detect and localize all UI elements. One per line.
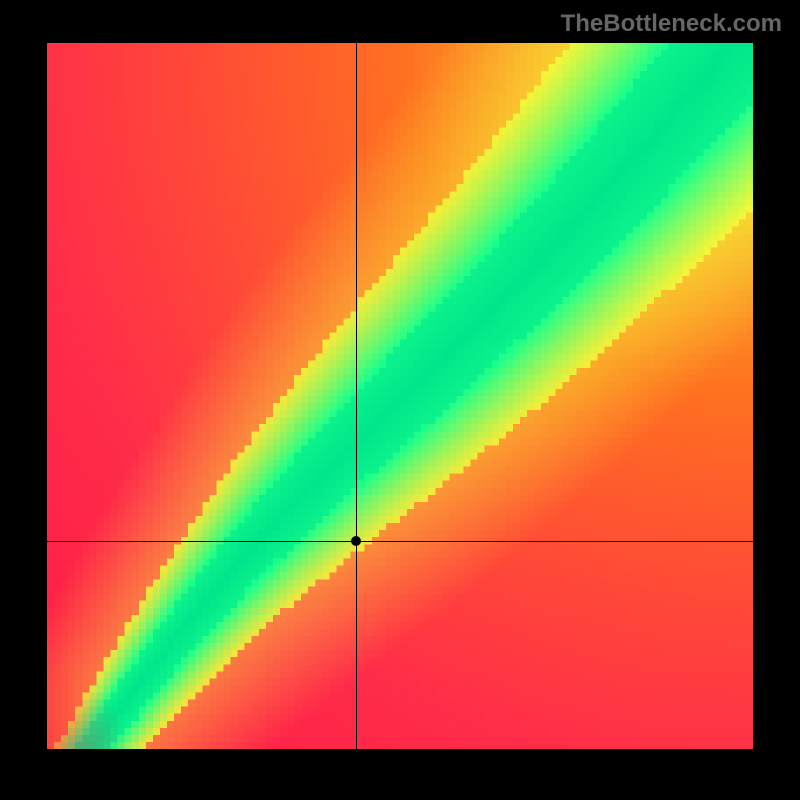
watermark-text: TheBottleneck.com [561, 10, 782, 38]
bottleneck-heatmap [47, 43, 753, 749]
data-point-marker [351, 536, 361, 546]
crosshair-vertical [356, 43, 357, 749]
crosshair-horizontal [47, 541, 753, 542]
